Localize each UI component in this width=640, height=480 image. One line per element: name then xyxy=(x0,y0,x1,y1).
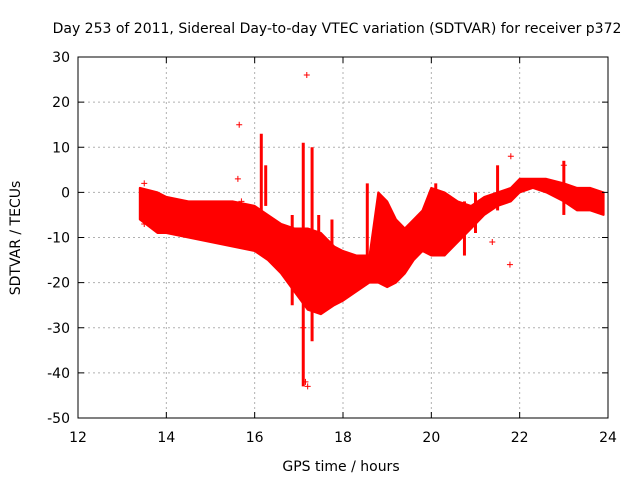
x-axis-tick-labels: 12 14 16 18 20 22 24 xyxy=(69,430,617,446)
data-point xyxy=(291,234,298,241)
data-point xyxy=(489,239,496,246)
data-series xyxy=(138,72,605,390)
grid-lines xyxy=(78,57,608,418)
data-point xyxy=(141,220,148,227)
y-axis-tick-labels: 30 20 10 0 -10 -20 -30 -40 -50 xyxy=(47,50,70,427)
x-tick-label: 14 xyxy=(157,430,175,446)
x-axis-label: GPS time / hours xyxy=(282,459,399,475)
data-band xyxy=(138,177,605,316)
data-point xyxy=(298,293,305,300)
y-tick-label: 30 xyxy=(52,50,70,66)
data-point xyxy=(302,378,309,385)
y-tick-label: -20 xyxy=(47,276,70,292)
y-tick-label: 0 xyxy=(61,185,70,201)
data-point xyxy=(303,72,310,79)
data-point xyxy=(560,162,567,169)
y-tick-label: -30 xyxy=(47,321,70,337)
data-point xyxy=(236,121,243,128)
y-axis-label: SDTVAR / TECUs xyxy=(8,181,24,296)
data-point xyxy=(300,324,307,331)
data-point xyxy=(238,198,245,205)
data-point xyxy=(304,383,311,390)
data-point xyxy=(506,261,513,268)
y-tick-label: -40 xyxy=(47,366,70,382)
y-tick-label: -50 xyxy=(47,411,70,427)
y-tick-label: -10 xyxy=(47,231,70,247)
x-tick-label: 22 xyxy=(511,430,529,446)
x-tick-label: 12 xyxy=(69,430,87,446)
x-tick-label: 18 xyxy=(334,430,352,446)
x-tick-label: 20 xyxy=(422,430,440,446)
axis-ticks xyxy=(77,56,609,419)
x-tick-label: 24 xyxy=(599,430,617,446)
y-tick-label: 20 xyxy=(52,95,70,111)
data-point xyxy=(234,175,241,182)
chart-title: Day 253 of 2011, Sidereal Day-to-day VTE… xyxy=(53,21,622,37)
x-tick-label: 16 xyxy=(246,430,264,446)
data-point xyxy=(141,180,148,187)
data-point xyxy=(507,153,514,160)
y-tick-label: 10 xyxy=(52,140,70,156)
